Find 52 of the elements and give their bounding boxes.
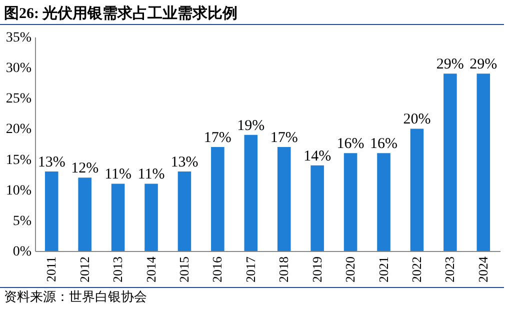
y-tick-label: 10% (6, 183, 32, 198)
bar (377, 153, 390, 251)
data-label: 17% (270, 130, 298, 146)
x-tick-label: 2013 (110, 256, 126, 282)
data-label: 14% (304, 148, 332, 164)
y-tick-label: 30% (6, 61, 32, 76)
x-tick-label: 2018 (276, 256, 292, 282)
bar (111, 184, 125, 251)
x-tick-label: 2022 (408, 256, 424, 282)
data-label: 17% (204, 130, 232, 146)
bar (244, 134, 258, 251)
data-label: 13% (170, 154, 198, 171)
data-label: 16% (370, 136, 398, 152)
bar (78, 178, 92, 251)
y-tick-label: 0% (12, 244, 32, 260)
chart-title: 图26: 光伏用银需求占工业需求比例 (0, 0, 504, 25)
data-label: 11% (138, 166, 165, 183)
x-tick-label: 2021 (376, 256, 391, 282)
bar (444, 74, 457, 251)
text: 资料来源：世界白银协会 (0, 287, 504, 306)
bar (144, 184, 158, 251)
y-tick-label: 35% (6, 30, 32, 46)
bar (277, 147, 291, 251)
x-tick-label: 2011 (44, 256, 59, 282)
data-label: 29% (470, 56, 498, 73)
bar (211, 147, 224, 251)
data-label: 11% (104, 166, 132, 183)
x-tick-label: 2015 (176, 256, 192, 282)
y-tick-label: 15% (6, 152, 32, 168)
data-label: 12% (71, 160, 99, 177)
bar (310, 165, 324, 251)
bar (178, 172, 192, 251)
x-tick-label: 2023 (442, 256, 458, 282)
y-tick-label: 5% (12, 214, 32, 229)
bar (410, 128, 424, 251)
data-label: 16% (336, 136, 364, 152)
x-tick-label: 2020 (342, 256, 358, 282)
data-label: 13% (38, 154, 66, 171)
x-tick-label: 2017 (242, 256, 258, 282)
bar (476, 74, 490, 251)
bar (344, 153, 358, 251)
x-tick-label: 2016 (210, 256, 225, 282)
y-tick-label: 25% (6, 92, 32, 107)
x-tick-label: 2014 (143, 256, 158, 282)
x-tick-label: 2012 (76, 256, 92, 282)
x-tick-label: 2024 (475, 256, 490, 282)
y-tick-label: 20% (6, 122, 32, 138)
data-label: 19% (237, 118, 265, 134)
bar (44, 172, 58, 251)
data-label: 20% (403, 112, 431, 128)
data-label: 29% (436, 56, 464, 73)
x-tick-label: 2019 (309, 256, 324, 282)
